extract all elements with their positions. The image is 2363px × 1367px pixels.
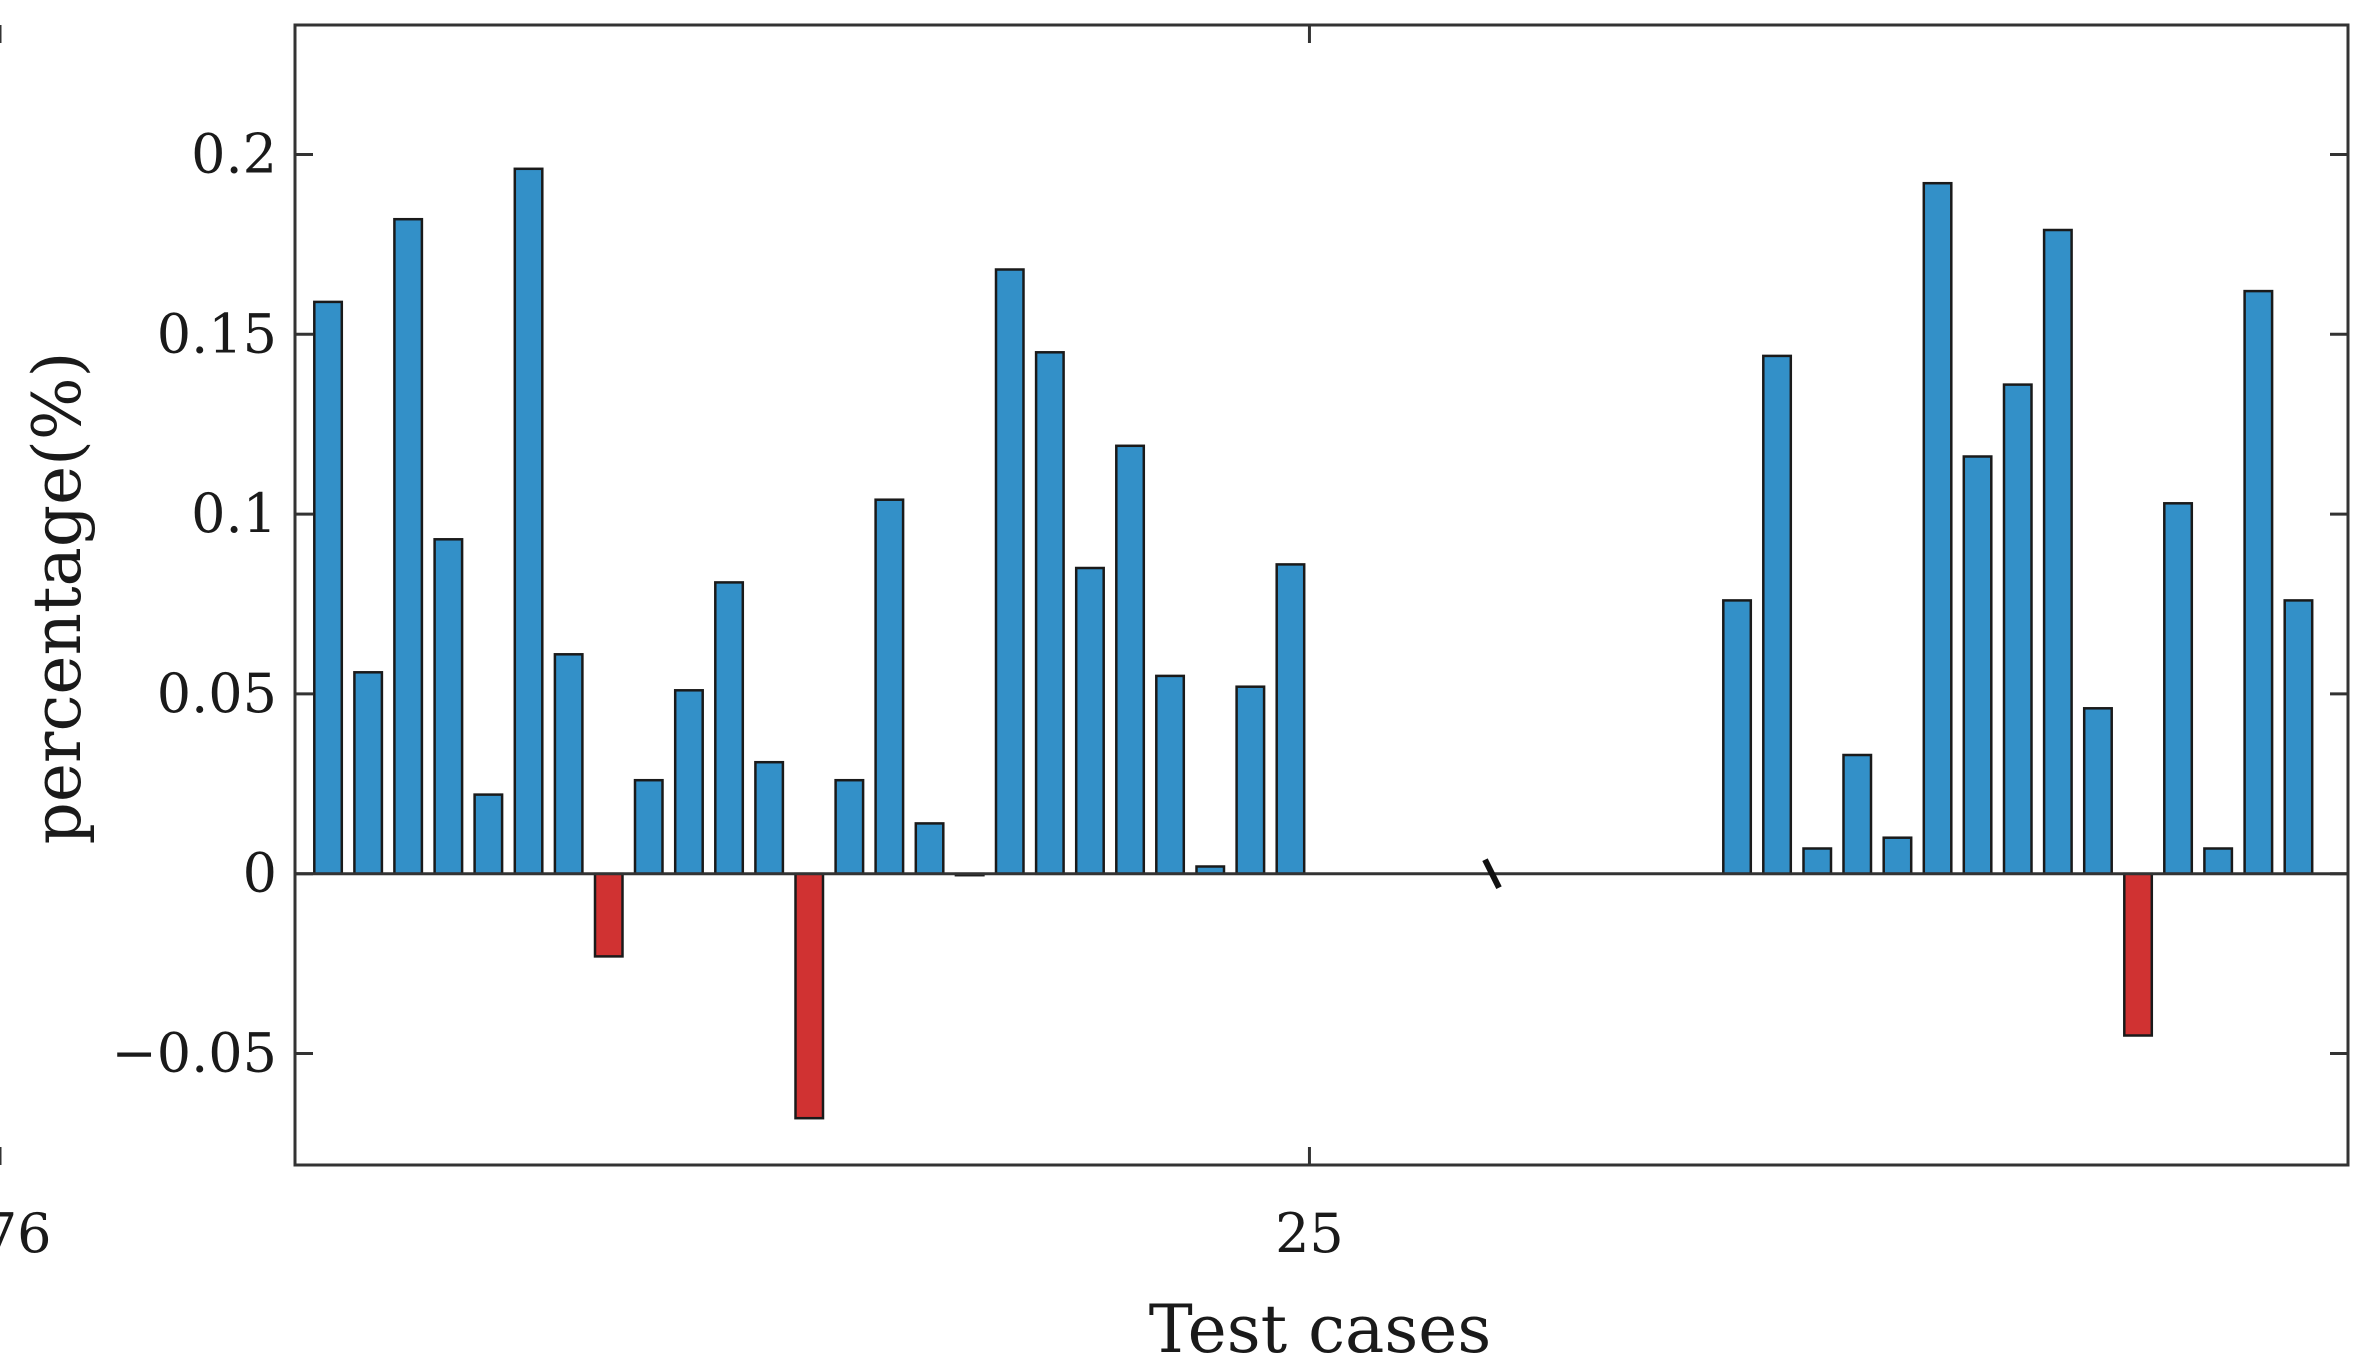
- bar-20: [1074, 566, 1105, 875]
- bar-26: [1722, 599, 1753, 875]
- x-tick-label: 476: [0, 1202, 52, 1265]
- y-tick-label: 0.2: [191, 122, 277, 185]
- bar-8: [593, 872, 624, 958]
- y-tick-label: 0: [243, 842, 277, 905]
- bar-38: [2203, 847, 2234, 875]
- y-tick-label: 0.05: [157, 662, 277, 725]
- bar-10: [673, 689, 704, 875]
- bar-12: [754, 760, 785, 875]
- bar-28: [1802, 847, 1833, 875]
- axis-break-mark: [1482, 858, 1502, 890]
- bar-36: [2123, 872, 2154, 1037]
- bars-group: [313, 167, 2314, 1120]
- x-axis-label: Test cases: [1149, 1291, 1491, 1367]
- bar-15: [874, 498, 905, 875]
- bar-24: [1235, 685, 1266, 875]
- bar-9: [633, 778, 664, 875]
- y-axis-ticks: 0.2 0.15 0.1 0.05 0 −0.05: [112, 122, 2348, 1085]
- bar-35: [2082, 707, 2113, 875]
- bar-1: [313, 300, 344, 875]
- bar-32: [1962, 455, 1993, 875]
- bar-19: [1034, 351, 1065, 876]
- bar-34: [2042, 228, 2073, 875]
- bar-11: [714, 581, 745, 875]
- bar-29: [1842, 753, 1873, 875]
- bar-6: [513, 167, 544, 875]
- y-tick-label: 0.15: [157, 302, 277, 365]
- y-tick-label: −0.05: [112, 1022, 277, 1085]
- bar-3: [393, 217, 424, 875]
- bar-39: [2243, 289, 2274, 875]
- y-tick-label: 0.1: [191, 482, 277, 545]
- bar-31: [1922, 181, 1953, 875]
- bar-16: [914, 822, 945, 875]
- bar-27: [1762, 354, 1793, 876]
- plot-frame: [293, 23, 2350, 1167]
- bar-4: [433, 538, 464, 875]
- axis-break-slash: [1482, 858, 1502, 890]
- bar-14: [834, 778, 865, 875]
- x-tick-label: 25: [1275, 1202, 1344, 1265]
- bar-25: [1275, 563, 1306, 875]
- bar-5: [473, 793, 504, 875]
- x-axis-ticks: 25 476: [0, 25, 1344, 1265]
- bar-40: [2283, 599, 2314, 875]
- bar-37: [2163, 502, 2194, 875]
- bar-21: [1115, 444, 1146, 875]
- bar-33: [2002, 383, 2033, 875]
- bar-22: [1155, 674, 1186, 875]
- y-axis-label: percentage(%): [19, 352, 96, 845]
- bar-2: [353, 671, 384, 875]
- bar-30: [1882, 836, 1913, 875]
- bar-13: [794, 872, 825, 1120]
- bar-7: [553, 653, 584, 875]
- bar-18: [994, 268, 1025, 875]
